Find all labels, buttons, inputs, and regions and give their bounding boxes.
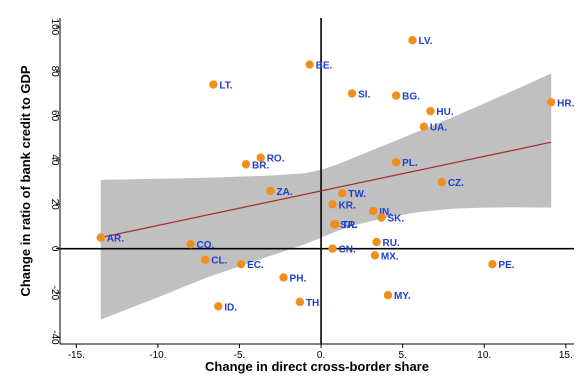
point-label: RO. <box>267 154 285 165</box>
data-point <box>236 259 246 269</box>
point-label: CO. <box>197 240 215 251</box>
data-point <box>266 186 275 196</box>
point-label: IN. <box>379 207 392 218</box>
data-point <box>391 91 401 100</box>
points-layer: LV. BE. LT. SI. BG. HR. HU. UA. RO. PL. BR. CZ. ZA. T… <box>96 35 575 313</box>
x-tick-label: -5. <box>234 350 246 361</box>
y-tick-label: 100 <box>49 19 60 36</box>
x-tick-label: -10. <box>149 350 166 361</box>
point-label: TR. <box>342 220 358 231</box>
point-label: HU. <box>436 107 453 118</box>
point-label: MY. <box>394 291 411 302</box>
data-point <box>391 157 401 167</box>
x-tick-label: 5. <box>398 350 406 361</box>
point-label: KR. <box>339 200 356 211</box>
point-label: BG. <box>402 92 420 103</box>
data-point <box>214 302 223 311</box>
point-label: TH. <box>306 298 322 309</box>
y-tick-label: 40 <box>49 154 60 166</box>
data-point <box>256 153 265 162</box>
confidence-band-layer <box>100 73 552 320</box>
y-tick-label: 60 <box>49 110 60 122</box>
y-tick-label: -20 <box>49 286 60 301</box>
point-label: SA. <box>340 220 357 231</box>
data-point <box>209 80 218 89</box>
data-point <box>419 122 429 131</box>
point-label: PL. <box>402 158 418 169</box>
axes-layer: -15. -10. -5. 0. 5. 10. 15. -40 -20 0 20 40 60 80 100 <box>49 18 574 361</box>
data-point <box>437 177 447 187</box>
reference-lines-layer <box>60 18 574 344</box>
point-label: LT. <box>219 81 232 92</box>
y-tick-label: -40 <box>49 330 60 345</box>
point-label: SK. <box>387 214 404 225</box>
y-tick-label: 20 <box>49 199 60 211</box>
point-label: EC. <box>247 260 264 271</box>
data-point <box>347 89 357 98</box>
fit-line <box>100 141 552 239</box>
data-point <box>295 297 305 307</box>
confidence-band <box>100 73 552 320</box>
data-point <box>408 35 417 45</box>
data-point <box>383 291 393 300</box>
data-point <box>426 106 435 116</box>
point-label: CN. <box>339 245 356 256</box>
point-label: CZ. <box>448 178 464 189</box>
x-tick-label: 10. <box>477 350 491 361</box>
x-tick-label: 0. <box>317 350 325 361</box>
data-point <box>186 240 195 249</box>
y-tick-label: 80 <box>49 66 60 78</box>
data-point <box>369 206 378 216</box>
point-label: HR. <box>557 98 574 109</box>
x-tick-label: -15. <box>68 350 85 361</box>
point-label: SI. <box>358 89 370 100</box>
point-label: TW. <box>348 189 366 200</box>
data-point <box>338 188 347 198</box>
point-label: PH. <box>290 273 307 284</box>
x-axis-title: Change in direct cross-border share <box>205 359 429 374</box>
point-label: ZA. <box>276 187 292 198</box>
data-point <box>370 251 380 260</box>
y-tick-label: 0 <box>49 246 60 252</box>
data-point <box>331 220 340 229</box>
point-label: MX. <box>381 251 399 262</box>
point-label: PE. <box>498 260 514 271</box>
point-label: AR. <box>107 234 124 245</box>
point-label: BE. <box>316 61 333 72</box>
point-label: ID. <box>224 302 237 313</box>
data-point <box>377 213 386 222</box>
x-tick-label: 15. <box>559 350 573 361</box>
data-point <box>201 255 210 264</box>
point-label: BR. <box>252 160 269 171</box>
data-point <box>328 244 337 253</box>
point-label: CL. <box>211 256 227 267</box>
data-point <box>305 60 314 69</box>
data-point <box>372 237 381 247</box>
data-point <box>546 98 556 107</box>
point-label: UA. <box>430 123 447 134</box>
point-label: RU. <box>383 238 400 249</box>
data-point <box>241 160 251 169</box>
data-point <box>488 259 497 269</box>
point-label: LV. <box>418 36 432 47</box>
fit-line-layer <box>100 141 552 239</box>
data-point <box>328 200 337 209</box>
y-axis-title: Change in ratio of bank credit to GDP <box>18 65 33 296</box>
data-point <box>279 273 288 282</box>
data-point <box>96 233 105 242</box>
